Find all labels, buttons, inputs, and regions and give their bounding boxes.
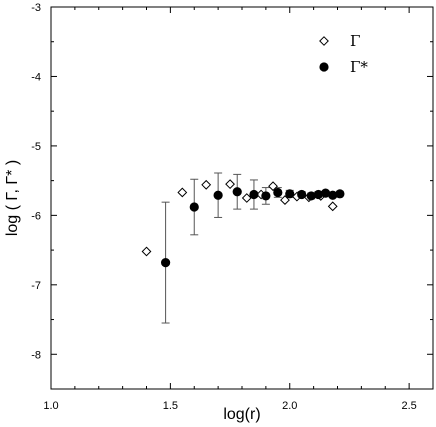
- gamma-point: [141, 246, 152, 257]
- gamma-star-point: [328, 190, 338, 200]
- gamma-point: [225, 179, 235, 190]
- legend-marker-gamma-star: [319, 62, 329, 72]
- gamma-point: [177, 187, 188, 198]
- gamma-point: [268, 181, 278, 192]
- gamma-star-point: [213, 190, 223, 200]
- gamma-star-point: [297, 189, 307, 200]
- x-axis-title: log(r): [223, 406, 260, 423]
- gamma-star-point: [261, 191, 271, 201]
- gamma-star-point: [306, 191, 316, 201]
- gamma-star-point: [320, 188, 331, 198]
- x-tick-label: 2.0: [282, 400, 297, 412]
- gamma-point: [280, 195, 290, 205]
- gamma-star-point: [161, 257, 171, 268]
- gamma-star-point: [232, 187, 242, 197]
- y-tick-label: -6: [31, 210, 41, 222]
- gamma-point: [327, 201, 338, 212]
- legend-label-gamma: Γ: [350, 32, 360, 50]
- gamma-star-point: [285, 189, 295, 199]
- legend-marker-gamma: [319, 36, 329, 46]
- gamma-star-point: [249, 189, 259, 200]
- y-axis-title: log ( Γ, Γ* ): [4, 160, 21, 236]
- legend: Γ Γ*: [319, 32, 368, 76]
- y-axis-ticks: -3 -4 -5 -6 -7 -8: [31, 2, 433, 390]
- x-tick-label: 1.0: [43, 400, 58, 412]
- gamma-star-point: [313, 189, 323, 200]
- y-tick-label: -7: [31, 280, 41, 292]
- x-tick-label: 2.5: [401, 400, 416, 412]
- y-tick-label: -3: [31, 2, 41, 14]
- gamma-star-point: [273, 187, 283, 198]
- legend-label-gamma-star: Γ*: [350, 58, 368, 76]
- gamma-point: [241, 193, 252, 203]
- y-tick-label: -5: [31, 141, 41, 153]
- x-tick-label: 1.5: [163, 400, 178, 412]
- y-tick-label: -4: [31, 71, 41, 83]
- gamma-point: [201, 179, 212, 190]
- gamma-star-point: [335, 189, 345, 199]
- y-tick-label: -8: [31, 349, 41, 361]
- gamma-star-point: [189, 202, 199, 212]
- x-axis-ticks: 1.0 1.5 2.0 2.5: [43, 7, 417, 412]
- data-markers: [141, 179, 345, 268]
